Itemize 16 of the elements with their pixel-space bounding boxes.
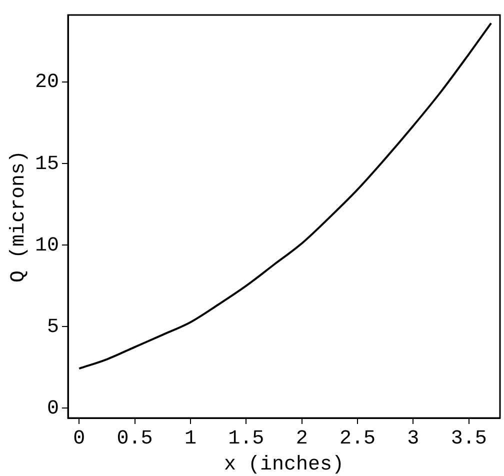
y-tick-label: 20 bbox=[34, 71, 60, 94]
y-tick-label: 10 bbox=[34, 234, 60, 258]
x-tick-label: 0.5 bbox=[116, 427, 153, 450]
x-tick-label: 3 bbox=[407, 427, 420, 450]
line-series bbox=[78, 22, 492, 370]
y-tick-label: 0 bbox=[46, 398, 60, 421]
x-axis-title: x (inches) bbox=[224, 453, 344, 476]
y-axis-title: Q (microns) bbox=[7, 150, 30, 283]
x-tick-label: 1 bbox=[184, 427, 196, 450]
x-tick-label: 2 bbox=[296, 427, 308, 450]
x-tick-label: 2.5 bbox=[339, 427, 376, 450]
y-tick-label: 15 bbox=[34, 152, 60, 176]
x-tick-label: 1.5 bbox=[228, 427, 264, 450]
x-tick-label: 0 bbox=[73, 427, 86, 450]
y-tick-label: 5 bbox=[46, 316, 60, 339]
x-tick-label: 3.5 bbox=[450, 427, 487, 450]
